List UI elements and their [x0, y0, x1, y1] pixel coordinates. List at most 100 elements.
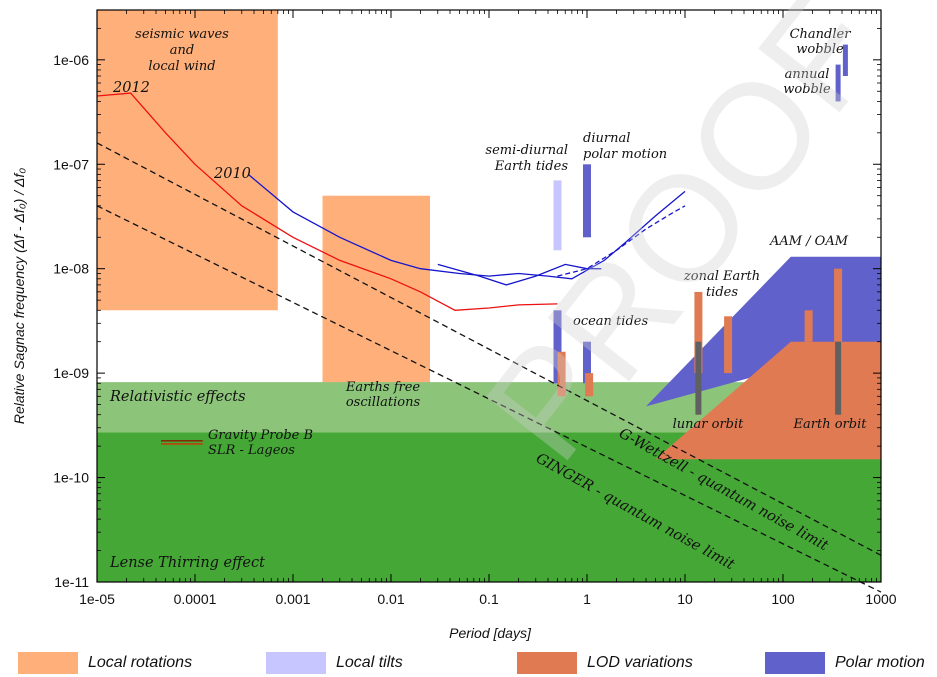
polygon-1 [655, 341, 881, 460]
annotation-diurnal: diurnal polar motion [583, 131, 667, 162]
x-tick-label: 1 [583, 591, 591, 607]
y-tick-label: 1e-06 [53, 52, 89, 68]
annotation-line: seismic waves [135, 27, 229, 42]
series-line-5 [96, 205, 882, 593]
annotation-line: Earth orbit [793, 417, 868, 432]
bar-4 [557, 351, 566, 397]
annotation-line: Gravity Probe B [208, 428, 313, 443]
bar-5 [585, 373, 594, 397]
bar-2 [553, 310, 562, 384]
bar-12 [842, 44, 848, 76]
bar-0 [553, 180, 562, 251]
region-0 [97, 10, 278, 311]
x-axis-title: Period [days] [449, 625, 532, 641]
annotation-line: lunar orbit [673, 417, 745, 432]
annotation-line: Earths free [345, 380, 421, 395]
y-axis-title: Relative Sagnac frequency (Δf - Δf₀) / Δ… [11, 168, 27, 424]
bar-3 [583, 341, 591, 384]
series-line-4 [96, 142, 882, 556]
annotation-freeosc: Earths free oscillations [345, 380, 421, 410]
annotation-line: 2010 [213, 166, 251, 182]
legend-swatch [517, 652, 577, 674]
annotation-line: wobble [783, 82, 831, 97]
x-tick-label: 1e-05 [79, 591, 115, 607]
x-tick-label: 0.01 [377, 591, 404, 607]
legend-item-polar-motion: Polar motion [765, 651, 925, 675]
legend-label: Local rotations [88, 654, 193, 671]
annotation-aam: AAM / OAM [769, 234, 849, 249]
legend-label: Local tilts [336, 654, 403, 671]
y-tick-label: 1e-11 [54, 574, 89, 590]
y-tick-label: 1e-10 [53, 470, 89, 486]
x-tick-label: 1000 [865, 591, 896, 607]
bar-13 [835, 64, 841, 102]
legend-swatch [765, 652, 825, 674]
bar-8 [804, 310, 813, 342]
annotation-line: local wind [148, 59, 215, 74]
legend-swatch [266, 652, 326, 674]
bars-layer [553, 44, 848, 415]
annotation-line: Relativistic effects [109, 389, 246, 405]
annotation-zonal: zonal Earth tides [683, 269, 760, 300]
annotation-annual: annual wobble [783, 67, 831, 97]
bar-10 [695, 341, 702, 415]
bar-1 [583, 164, 591, 238]
axes-layer: 1e-05 0.0001 0.001 0.01 0.1 1 10 100 1000 1e-11 1e… [53, 9, 897, 607]
annotation-line: 2012 [112, 80, 150, 96]
legend-swatch [18, 652, 78, 674]
polygon-0 [646, 256, 881, 407]
x-tick-label: 0.1 [479, 591, 499, 607]
x-tick-label: 100 [771, 591, 795, 607]
polygons-layer [646, 256, 881, 460]
bar-11 [835, 341, 842, 415]
legend-label: LOD variations [587, 654, 693, 671]
x-tick-label: 0.001 [275, 591, 310, 607]
annotation-line: SLR - Lageos [208, 443, 295, 458]
annotation-line: diurnal [583, 131, 630, 146]
series-line-2 [437, 263, 602, 286]
annotation-semidiurnal: semi-diurnal Earth tides [485, 143, 568, 174]
annotation-line: AAM / OAM [769, 234, 849, 249]
y-tick-label: 1e-08 [53, 261, 89, 277]
y-tick-label: 1e-09 [53, 365, 89, 381]
annotation-label2010: 2010 [213, 166, 251, 182]
bar-9 [834, 268, 843, 342]
lines-layer [96, 92, 882, 593]
region-1 [322, 195, 430, 415]
annotation-line: polar motion [583, 147, 667, 162]
legend-label: Polar motion [835, 654, 925, 671]
annotation-line: zonal Earth [683, 269, 760, 284]
annotation-relativistic: Relativistic effects [109, 389, 246, 405]
annotation-ocean: ocean tides [573, 314, 648, 329]
annotation-line: ocean tides [573, 314, 648, 329]
annotation-lunar: lunar orbit [673, 417, 745, 432]
y-tick-label: 1e-07 [53, 156, 89, 172]
legend-item-lod-variations: LOD variations [517, 651, 693, 675]
annotation-line: tides [706, 285, 738, 300]
annotation-gpb: Gravity Probe B SLR - Lageos [208, 428, 313, 458]
annotation-line: and [170, 43, 194, 58]
x-tick-label: 0.0001 [174, 591, 217, 607]
bar-6 [694, 291, 703, 374]
annotation-chandler: Chandler wobble [790, 27, 852, 57]
annotation-seismic: seismic waves and local wind [135, 27, 229, 74]
legend: Local rotations Local tilts LOD variatio… [0, 651, 937, 677]
annotation-line: semi-diurnal [485, 143, 568, 158]
annotation-line: Earth tides [494, 159, 569, 174]
annotation-line: annual [785, 67, 830, 82]
annotation-line: Lense Thirring effect [109, 555, 265, 571]
sagnac-chart: seismic waves and local wind 2012 2010 semi-d… [11, 0, 914, 641]
annotation-line: Chandler [790, 27, 852, 42]
annotation-lense: Lense Thirring effect [109, 555, 265, 571]
annotation-label2012: 2012 [112, 80, 150, 96]
series-line-1 [247, 173, 686, 280]
series-line-0 [96, 92, 558, 311]
bar-7 [724, 316, 733, 374]
annotation-earthorbit: Earth orbit [793, 417, 868, 432]
series-line-3 [557, 205, 686, 277]
x-tick-label: 10 [677, 591, 693, 607]
annotation-line: wobble [796, 42, 844, 57]
legend-item-local-tilts: Local tilts [266, 651, 403, 675]
annotation-line: oscillations [346, 395, 421, 410]
legend-item-local-rotations: Local rotations [18, 651, 192, 675]
